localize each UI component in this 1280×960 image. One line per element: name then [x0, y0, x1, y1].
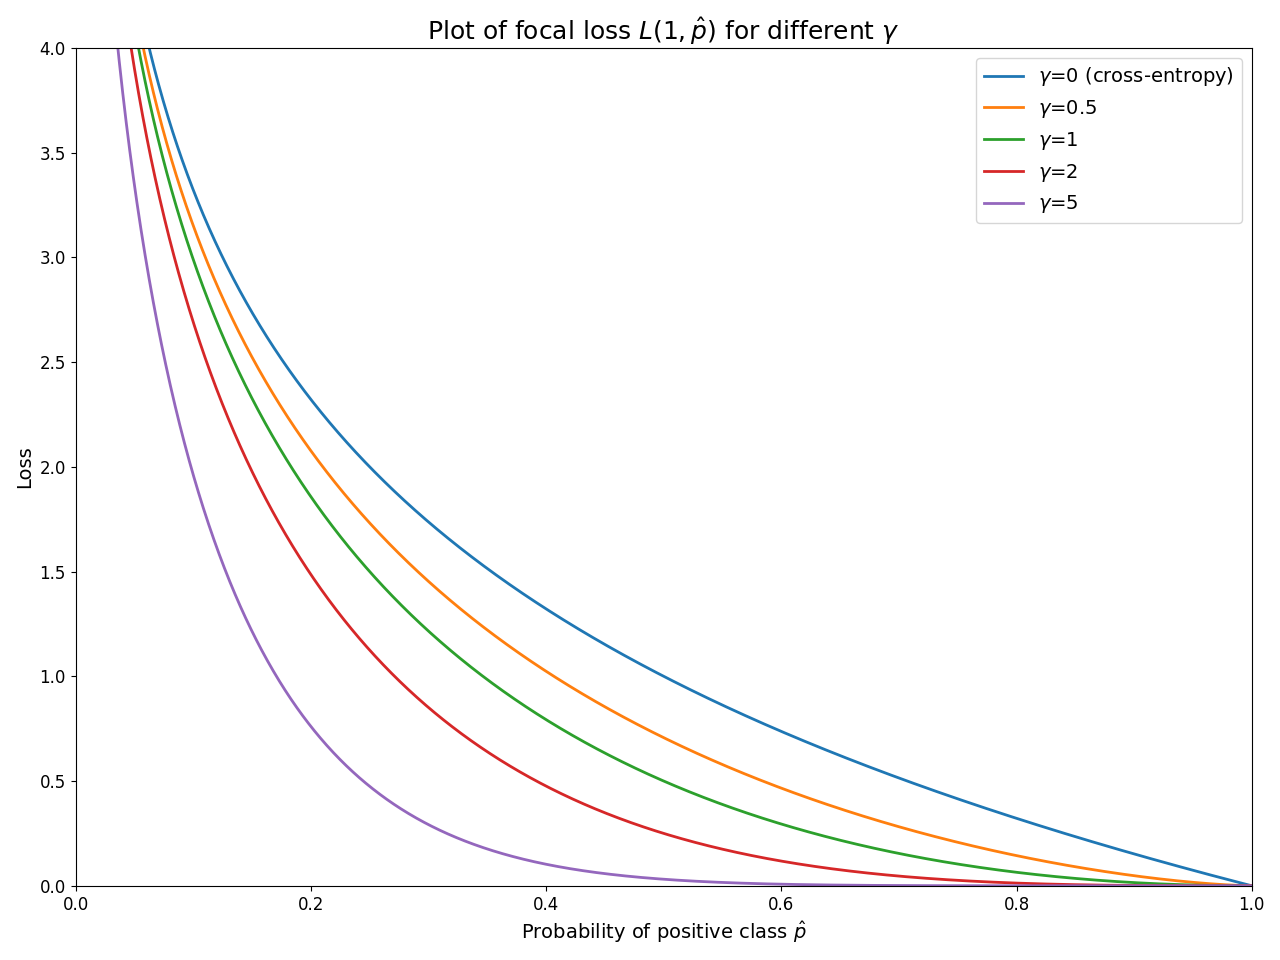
$\gamma$=0.5 [128, 4, 143, 15]
$\gamma$=0 (cross-entropy) [640, 662, 655, 674]
$\gamma$=0 (cross-entropy) [995, 807, 1010, 819]
$\gamma$=0.5 [640, 724, 655, 735]
Title: Plot of focal loss $L(1, \hat{p})$ for different $\gamma$: Plot of focal loss $L(1, \hat{p})$ for d… [428, 15, 900, 47]
Line: $\gamma$=2: $\gamma$=2 [76, 0, 1252, 886]
$\gamma$=0 (cross-entropy) [609, 645, 625, 657]
$\gamma$=1 [1210, 879, 1225, 891]
$\gamma$=2 [995, 876, 1010, 888]
$\gamma$=5 [640, 873, 655, 884]
$\gamma$=0.5 [1210, 878, 1225, 890]
$\gamma$=2 [1210, 880, 1225, 892]
$\gamma$=5 [1210, 880, 1225, 892]
$\gamma$=5 [1244, 880, 1260, 892]
$\gamma$=0.5 [1244, 880, 1260, 892]
$\gamma$=1 [1244, 880, 1260, 892]
$\gamma$=0 (cross-entropy) [1244, 880, 1260, 892]
$\gamma$=5 [609, 869, 625, 880]
$\gamma$=1 [640, 768, 655, 780]
$\gamma$=2 [1244, 880, 1260, 892]
$\gamma$=0.5 [609, 708, 625, 719]
$\gamma$=2 [1210, 880, 1225, 892]
$\gamma$=2 [640, 823, 655, 834]
$\gamma$=5 [995, 880, 1010, 892]
$\gamma$=0.5 [1210, 878, 1225, 890]
Legend: $\gamma$=0 (cross-entropy), $\gamma$=0.5, $\gamma$=1, $\gamma$=2, $\gamma$=5: $\gamma$=0 (cross-entropy), $\gamma$=0.5… [977, 58, 1242, 223]
$\gamma$=1 [128, 27, 143, 38]
Line: $\gamma$=1: $\gamma$=1 [76, 0, 1252, 886]
$\gamma$=1 [1210, 879, 1225, 891]
$\gamma$=1 [995, 865, 1010, 876]
$\gamma$=2 [128, 70, 143, 82]
$\gamma$=5 [128, 188, 143, 200]
X-axis label: Probability of positive class $\hat{p}$: Probability of positive class $\hat{p}$ [521, 919, 806, 945]
Y-axis label: Loss: Loss [15, 445, 35, 489]
$\gamma$=0 (cross-entropy) [1210, 871, 1225, 882]
Line: $\gamma$=5: $\gamma$=5 [76, 0, 1252, 886]
$\gamma$=0.5 [995, 847, 1010, 858]
$\gamma$=1 [609, 754, 625, 765]
$\gamma$=2 [609, 811, 625, 823]
Line: $\gamma$=0 (cross-entropy): $\gamma$=0 (cross-entropy) [76, 0, 1252, 886]
$\gamma$=0 (cross-entropy) [1210, 871, 1225, 882]
Line: $\gamma$=0.5: $\gamma$=0.5 [76, 0, 1252, 886]
$\gamma$=5 [1210, 880, 1225, 892]
